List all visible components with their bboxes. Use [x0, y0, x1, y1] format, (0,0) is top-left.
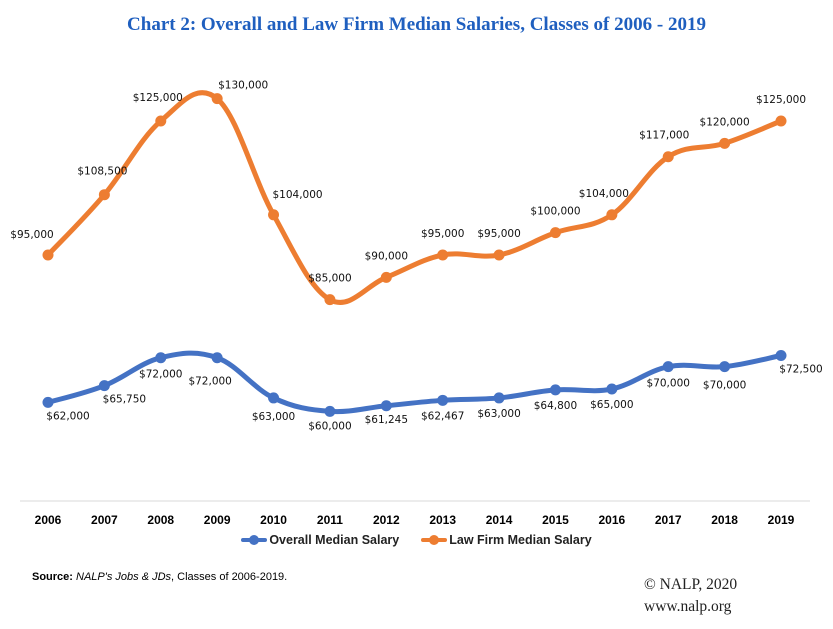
data-point[interactable]: [493, 249, 505, 261]
data-point[interactable]: [719, 137, 731, 149]
data-label: $72,000: [139, 369, 182, 381]
data-label: $61,245: [365, 414, 408, 426]
legend-swatch-blue-icon: [241, 535, 268, 545]
copyright-text: © NALP, 2020: [644, 576, 738, 593]
data-label: $70,000: [703, 380, 746, 392]
data-point[interactable]: [549, 227, 561, 239]
website-link[interactable]: www.nalp.org: [644, 598, 732, 615]
x-tick-label: 2017: [655, 513, 682, 527]
x-tick-label: 2016: [598, 513, 625, 527]
data-label: $62,000: [46, 410, 89, 422]
data-point[interactable]: [211, 352, 223, 364]
data-point[interactable]: [662, 151, 674, 163]
copyright-block: © NALP, 2020 www.nalp.org: [644, 574, 737, 618]
data-label: $95,000: [421, 228, 464, 240]
source-suffix: , Classes of 2006-2019.: [171, 571, 288, 583]
chart-title: Chart 2: Overall and Law Firm Median Sal…: [127, 14, 706, 35]
data-point[interactable]: [98, 189, 110, 201]
data-label: $120,000: [700, 116, 750, 128]
data-label: $72,500: [779, 364, 822, 376]
data-label: $72,000: [188, 376, 231, 388]
data-label: $63,000: [477, 408, 520, 420]
data-point[interactable]: [268, 392, 280, 404]
x-tick-label: 2009: [204, 513, 231, 527]
data-point[interactable]: [268, 209, 280, 221]
x-tick-label: 2012: [373, 513, 400, 527]
series-overall-median-salary: $62,000 $65,750 $72,000 $72,000 $63,000 $60,0…: [42, 350, 823, 432]
data-label: $60,000: [308, 420, 351, 432]
data-point[interactable]: [98, 380, 110, 392]
data-point[interactable]: [662, 361, 674, 373]
data-point[interactable]: [380, 271, 392, 283]
x-tick-label: 2013: [429, 513, 456, 527]
data-label: $130,000: [218, 80, 268, 92]
x-tick-label: 2018: [711, 513, 738, 527]
data-label: $104,000: [579, 188, 629, 200]
legend-item-overall[interactable]: Overall Median Salary: [241, 533, 399, 547]
data-point[interactable]: [380, 400, 392, 412]
data-point[interactable]: [719, 361, 731, 373]
data-point[interactable]: [42, 249, 54, 261]
legend-swatch-orange-icon: [421, 535, 448, 545]
data-point[interactable]: [324, 405, 336, 417]
x-tick-label: 2010: [260, 513, 287, 527]
data-point[interactable]: [775, 115, 787, 127]
x-tick-label: 2006: [35, 513, 62, 527]
legend-item-lawfirm[interactable]: Law Firm Median Salary: [421, 533, 592, 547]
data-point[interactable]: [549, 384, 561, 396]
data-point[interactable]: [606, 209, 618, 221]
source-prefix: Source:: [32, 571, 77, 583]
data-label: $108,500: [77, 166, 127, 178]
x-tick-label: 2019: [768, 513, 795, 527]
series-law-firm-median-salary: $95,000 $108,500 $125,000 $130,000 $104,000 $…: [10, 80, 806, 306]
x-tick-label: 2015: [542, 513, 569, 527]
data-label: $104,000: [272, 189, 322, 201]
data-label: $125,000: [756, 94, 806, 106]
data-point[interactable]: [42, 396, 54, 408]
source-note: Source: NALP's Jobs & JDs, Classes of 20…: [32, 571, 287, 583]
data-label: $90,000: [365, 250, 408, 262]
x-tick-label: 2007: [91, 513, 118, 527]
data-point[interactable]: [437, 249, 449, 261]
data-point[interactable]: [775, 350, 787, 361]
data-label: $117,000: [639, 130, 689, 142]
x-tick-label: 2011: [317, 513, 343, 527]
data-label: $70,000: [647, 378, 690, 390]
data-point[interactable]: [324, 294, 336, 306]
data-label: $95,000: [477, 228, 520, 240]
data-label: $63,000: [252, 411, 295, 423]
data-point[interactable]: [493, 392, 505, 404]
data-label: $64,800: [534, 400, 577, 412]
data-point[interactable]: [155, 115, 167, 127]
x-axis-ticks: 2006 2007 2008 2009 2010 2011 2012 2013 2014 2015…: [35, 513, 795, 527]
data-label: $85,000: [308, 273, 351, 285]
data-point[interactable]: [211, 93, 223, 105]
data-label: $65,000: [590, 399, 633, 411]
data-label: $62,467: [421, 410, 464, 422]
data-label: $100,000: [530, 206, 580, 218]
data-point[interactable]: [606, 383, 618, 395]
legend: Overall Median Salary Law Firm Median Sa…: [0, 533, 833, 547]
source-title: NALP's Jobs & JDs: [76, 571, 172, 583]
series-group: $62,000 $65,750 $72,000 $72,000 $63,000 $60,0…: [10, 80, 822, 433]
data-label: $125,000: [133, 92, 183, 104]
data-point[interactable]: [155, 352, 167, 364]
legend-label-lawfirm: Law Firm Median Salary: [449, 533, 592, 547]
data-label: $65,750: [103, 394, 146, 406]
data-point[interactable]: [437, 394, 449, 406]
data-label: $95,000: [10, 229, 53, 241]
x-tick-label: 2008: [147, 513, 174, 527]
legend-label-overall: Overall Median Salary: [269, 533, 400, 547]
x-tick-label: 2014: [486, 513, 513, 527]
